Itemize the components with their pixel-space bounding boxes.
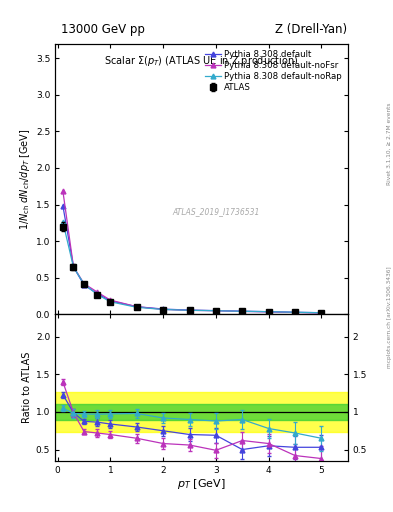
- Pythia 8.308 default-noRap: [61, 219, 65, 225]
- Pythia 8.308 default: [319, 310, 324, 316]
- Pythia 8.308 default-noRap: [319, 310, 324, 316]
- Text: 13000 GeV pp: 13000 GeV pp: [61, 23, 145, 36]
- Pythia 8.308 default-noRap: [293, 309, 298, 315]
- Pythia 8.308 default-noFsr: [187, 307, 192, 313]
- Text: Z (Drell-Yan): Z (Drell-Yan): [275, 23, 347, 36]
- Pythia 8.308 default-noFsr: [266, 309, 271, 315]
- Pythia 8.308 default-noFsr: [319, 310, 324, 316]
- Pythia 8.308 default-noFsr: [293, 309, 298, 315]
- Y-axis label: $1/N_{\rm ch}\;dN_{\rm ch}/dp_T\;[\rm GeV]$: $1/N_{\rm ch}\;dN_{\rm ch}/dp_T\;[\rm Ge…: [18, 128, 31, 230]
- Pythia 8.308 default-noFsr: [161, 306, 165, 312]
- Pythia 8.308 default: [240, 308, 245, 314]
- Text: Rivet 3.1.10, ≥ 2.7M events: Rivet 3.1.10, ≥ 2.7M events: [387, 102, 392, 185]
- Pythia 8.308 default: [71, 264, 76, 270]
- Pythia 8.308 default-noRap: [161, 306, 165, 312]
- Bar: [55, 404, 348, 419]
- Pythia 8.308 default: [161, 306, 165, 312]
- Pythia 8.308 default-noFsr: [213, 308, 218, 314]
- Pythia 8.308 default: [266, 309, 271, 315]
- Pythia 8.308 default: [134, 304, 139, 310]
- Pythia 8.308 default-noRap: [240, 308, 245, 314]
- Pythia 8.308 default-noFsr: [240, 308, 245, 314]
- Pythia 8.308 default: [187, 307, 192, 313]
- Pythia 8.308 default-noRap: [266, 309, 271, 315]
- Line: Pythia 8.308 default: Pythia 8.308 default: [61, 204, 324, 315]
- Pythia 8.308 default: [293, 309, 298, 315]
- Pythia 8.308 default-noRap: [134, 304, 139, 310]
- Pythia 8.308 default: [108, 298, 113, 304]
- Pythia 8.308 default: [61, 203, 65, 209]
- Line: Pythia 8.308 default-noFsr: Pythia 8.308 default-noFsr: [61, 189, 324, 315]
- Text: ATLAS_2019_I1736531: ATLAS_2019_I1736531: [173, 207, 260, 216]
- Text: Scalar $\Sigma(p_T)$ (ATLAS UE in Z production): Scalar $\Sigma(p_T)$ (ATLAS UE in Z prod…: [104, 54, 299, 69]
- Pythia 8.308 default-noRap: [187, 307, 192, 313]
- Pythia 8.308 default-noRap: [108, 298, 113, 305]
- Bar: [55, 392, 348, 432]
- Y-axis label: Ratio to ATLAS: Ratio to ATLAS: [22, 352, 31, 423]
- Pythia 8.308 default-noFsr: [61, 188, 65, 195]
- Pythia 8.308 default-noRap: [71, 264, 76, 270]
- X-axis label: $p_T$ [GeV]: $p_T$ [GeV]: [177, 477, 226, 492]
- Pythia 8.308 default-noFsr: [95, 289, 99, 295]
- Line: Pythia 8.308 default-noRap: Pythia 8.308 default-noRap: [61, 220, 324, 315]
- Pythia 8.308 default-noFsr: [134, 304, 139, 310]
- Text: mcplots.cern.ch [arXiv:1306.3436]: mcplots.cern.ch [arXiv:1306.3436]: [387, 267, 392, 368]
- Pythia 8.308 default: [82, 282, 86, 288]
- Pythia 8.308 default-noRap: [213, 308, 218, 314]
- Pythia 8.308 default: [213, 308, 218, 314]
- Pythia 8.308 default-noRap: [95, 291, 99, 297]
- Pythia 8.308 default-noRap: [82, 281, 86, 287]
- Legend: Pythia 8.308 default, Pythia 8.308 default-noFsr, Pythia 8.308 default-noRap, AT: Pythia 8.308 default, Pythia 8.308 defau…: [203, 48, 343, 94]
- Pythia 8.308 default-noFsr: [108, 297, 113, 303]
- Pythia 8.308 default-noFsr: [82, 281, 86, 287]
- Pythia 8.308 default-noFsr: [71, 264, 76, 270]
- Pythia 8.308 default: [95, 290, 99, 296]
